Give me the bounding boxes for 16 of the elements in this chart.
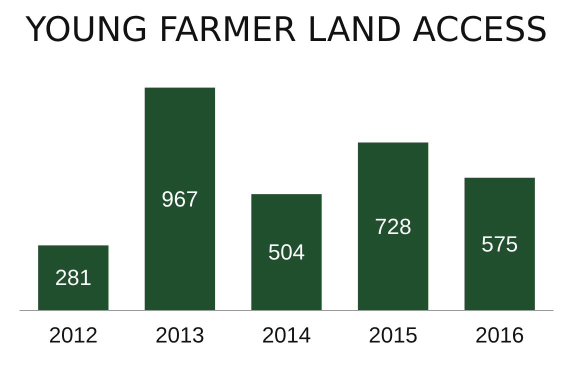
x-tick-label: 2014 [262, 322, 311, 348]
x-tick-label: 2015 [368, 322, 418, 348]
x-tick-label: 2013 [155, 322, 204, 348]
data-label: 575 [481, 231, 518, 256]
bar [251, 194, 322, 310]
x-tick-label: 2012 [48, 322, 98, 348]
data-label: 281 [54, 265, 92, 290]
bar [38, 245, 108, 310]
data-label: 967 [162, 186, 198, 212]
data-label: 504 [268, 240, 305, 265]
bar [144, 88, 216, 310]
data-label: 728 [374, 214, 412, 239]
chart-title: YOUNG FARMER LAND ACCESS [24, 10, 548, 50]
x-tick-label: 2016 [475, 322, 524, 348]
bar [358, 142, 428, 310]
bar [464, 178, 535, 310]
